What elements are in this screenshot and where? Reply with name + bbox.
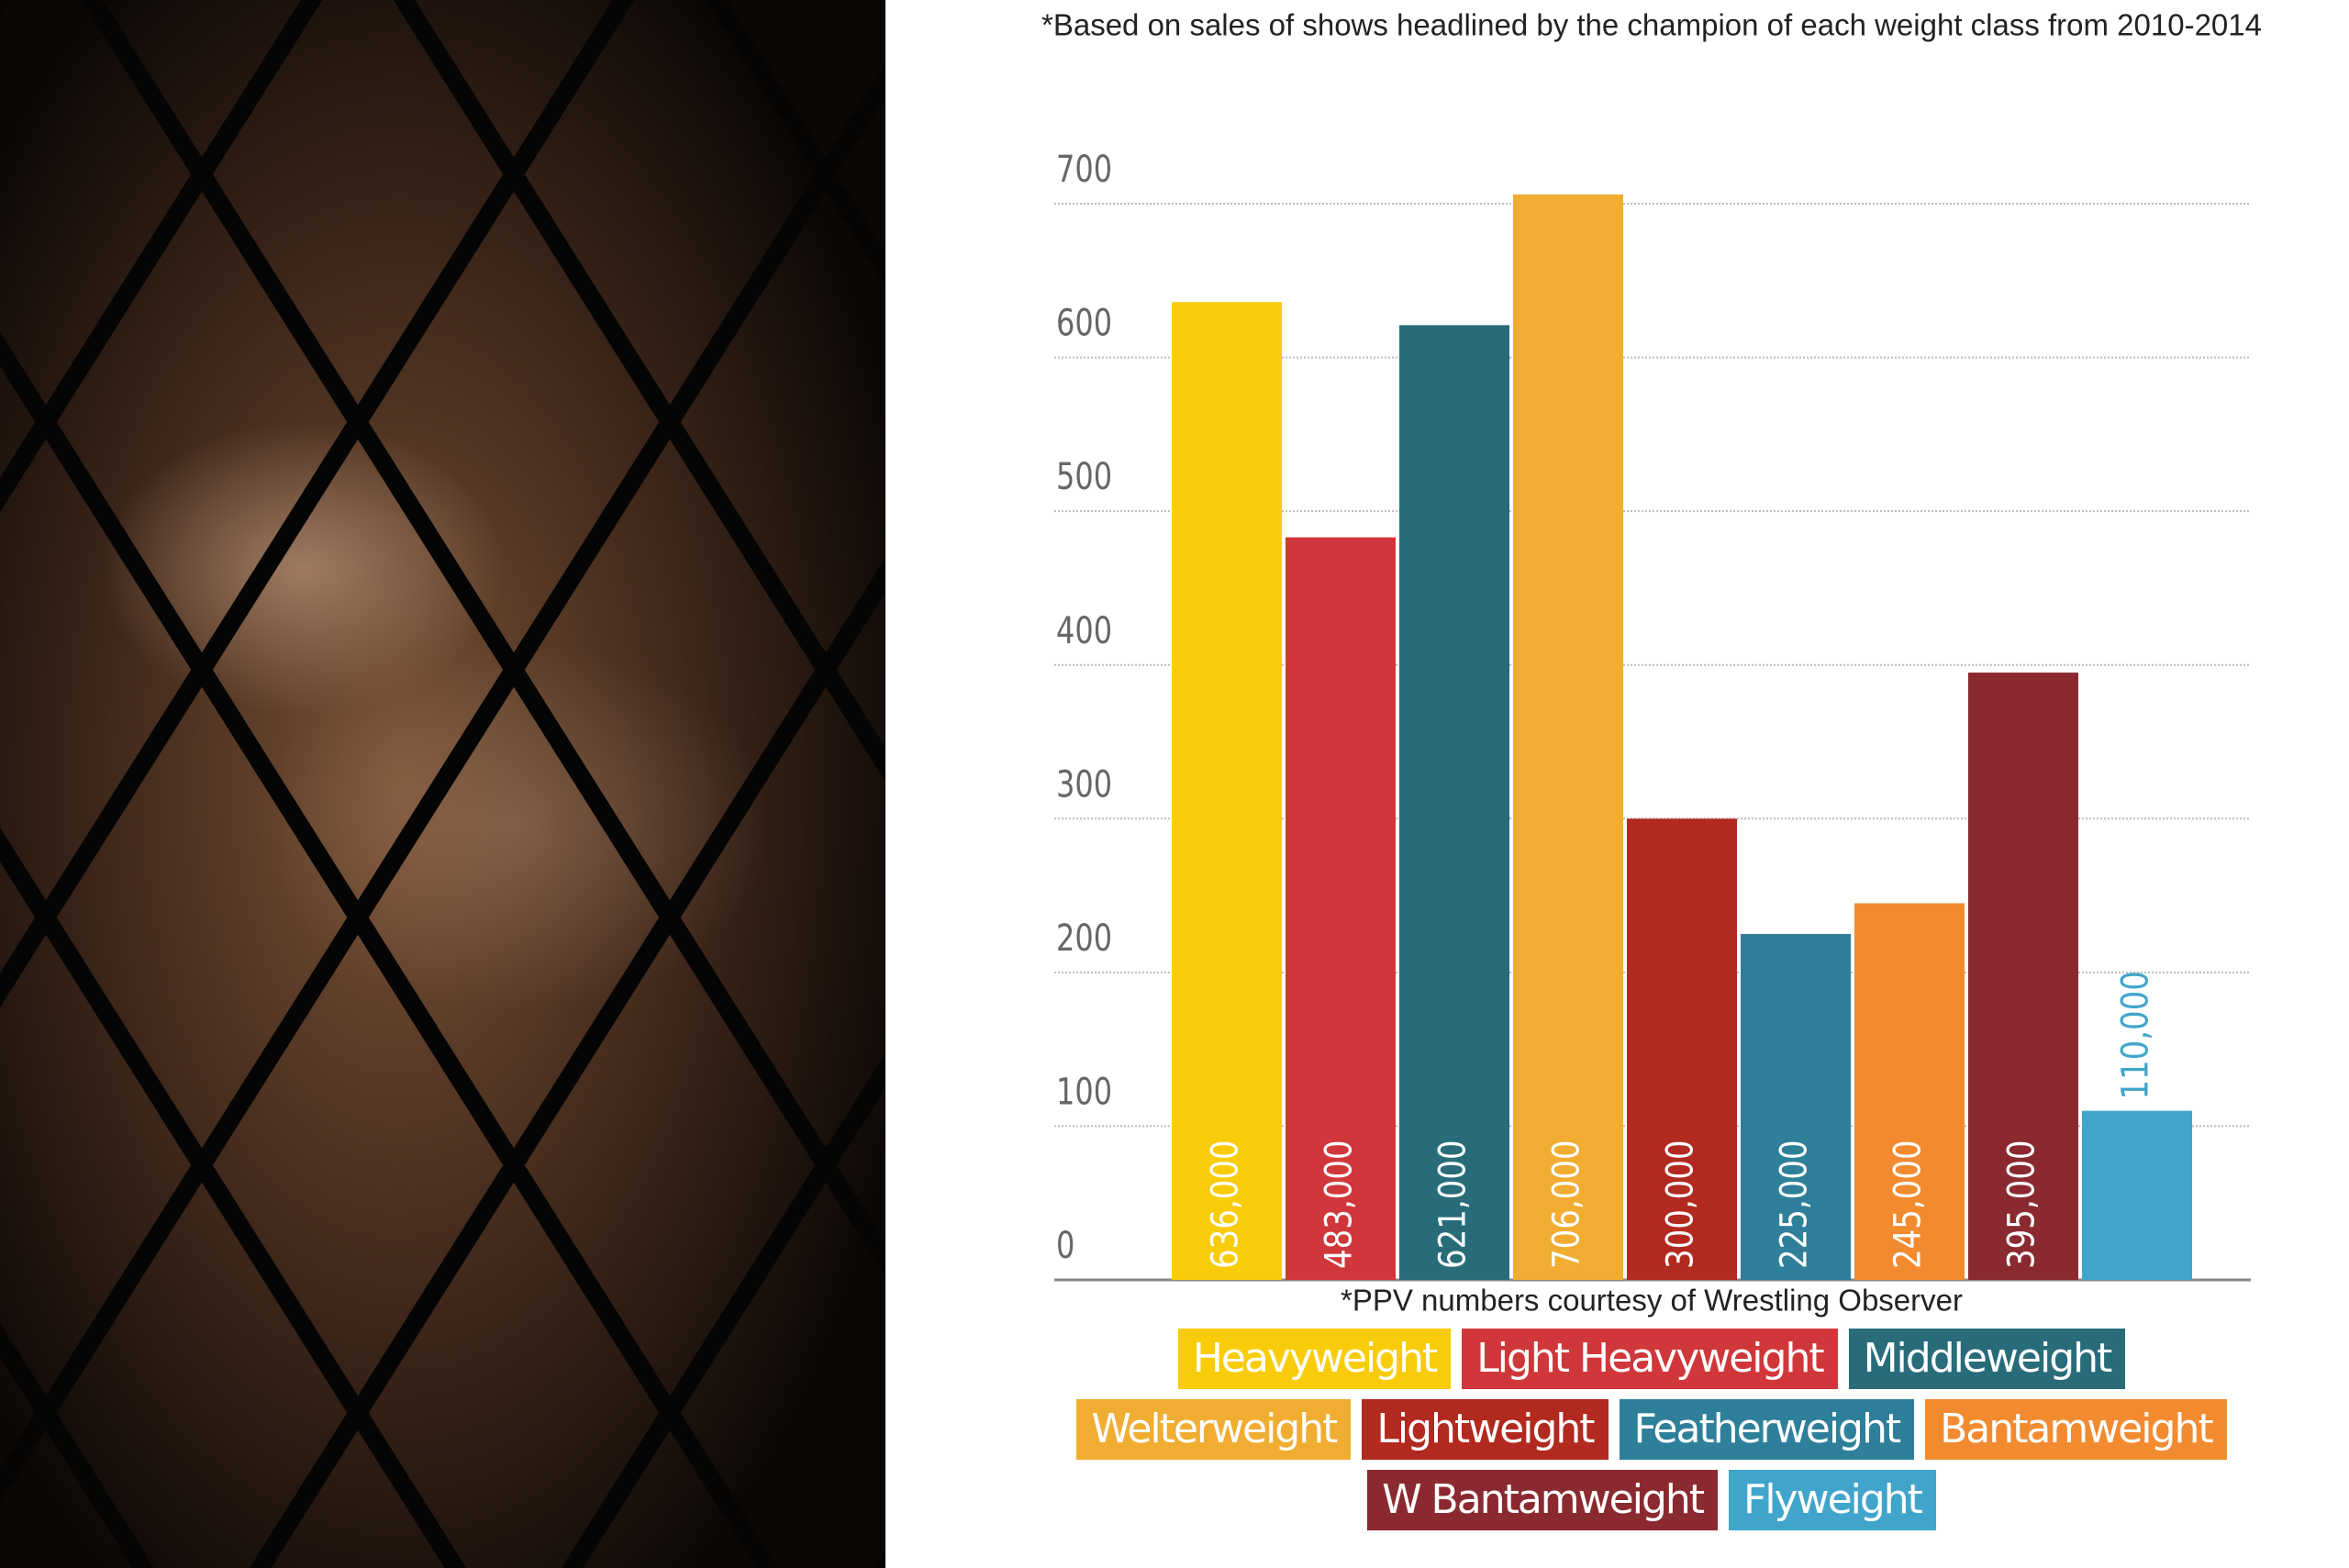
legend: Heavyweight Light Heavyweight Middleweight… [1055, 1329, 2248, 1540]
bar [1627, 818, 1737, 1280]
value-label: 636,000 [1204, 1140, 1246, 1269]
value-label: 483,000 [1318, 1140, 1360, 1269]
value-label: 245,000 [1887, 1140, 1929, 1269]
y-tick-label: 0 [1056, 1223, 1074, 1266]
legend-entry: Welterweight [1076, 1399, 1352, 1460]
y-tick-label: 100 [1056, 1070, 1112, 1113]
value-label: 395,000 [2000, 1140, 2043, 1269]
value-label: 621,000 [1431, 1140, 1474, 1269]
legend-entry: Middleweight [1848, 1329, 2126, 1389]
bar [1513, 194, 1623, 1281]
legend-row: W Bantamweight Flyweight [1055, 1470, 2248, 1530]
chart-note: *PPV numbers courtesy of Wrestling Obser… [1341, 1284, 1963, 1318]
value-label: 225,000 [1773, 1140, 1815, 1269]
legend-row: Heavyweight Light Heavyweight Middleweight [1055, 1329, 2248, 1389]
value-label: 706,000 [1545, 1140, 1587, 1269]
legend-row: Welterweight Lightweight Featherweight Bant… [1055, 1399, 2248, 1460]
y-tick-label: 700 [1056, 147, 1112, 190]
bar [1399, 325, 1509, 1280]
legend-entry: W Bantamweight [1367, 1470, 1719, 1530]
value-label: 300,000 [1659, 1140, 1701, 1269]
bar [2082, 1110, 2192, 1280]
legend-entry: Featherweight [1619, 1399, 1915, 1460]
bar [1172, 302, 1282, 1280]
bar [1854, 903, 1965, 1280]
legend-entry: Bantamweight [1925, 1399, 2227, 1460]
y-tick-label: 200 [1056, 916, 1112, 959]
legend-entry: Heavyweight [1177, 1329, 1452, 1389]
y-tick-label: 500 [1056, 455, 1112, 498]
legend-entry: Flyweight [1729, 1470, 1936, 1530]
chart: *Based on sales of shows headlined by th… [1041, 8, 2262, 1318]
bar [1968, 673, 2078, 1280]
y-tick-label: 300 [1056, 762, 1112, 806]
chart-title: *Based on sales of shows headlined by th… [1041, 8, 2262, 42]
bar [1286, 537, 1396, 1280]
legend-entry: Light Heavyweight [1462, 1329, 1838, 1389]
y-tick-label: 600 [1056, 301, 1112, 344]
photo [0, 0, 885, 1568]
legend-entry: Lightweight [1362, 1399, 1609, 1460]
bar [1741, 933, 1851, 1280]
y-tick-label: 400 [1056, 608, 1112, 651]
value-label: 110,000 [2114, 971, 2156, 1100]
